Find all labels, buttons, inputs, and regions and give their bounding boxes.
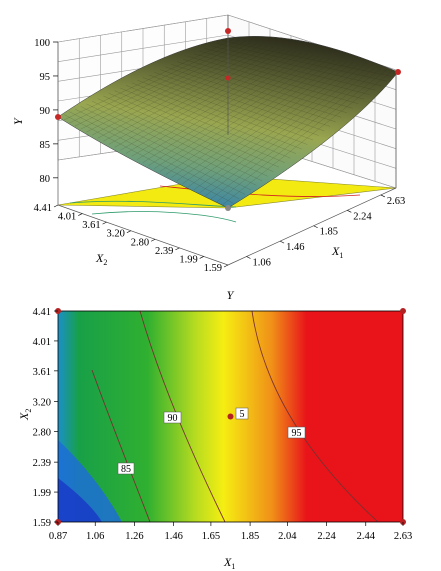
contour-y-tick-label: 4.01 bbox=[33, 337, 51, 348]
x2-tick-label: 1.99 bbox=[179, 254, 197, 265]
x1-tick-label: 1.85 bbox=[320, 227, 338, 238]
contour-x-tick-label: 1.26 bbox=[125, 531, 143, 542]
design-point bbox=[227, 413, 234, 420]
z-axis-ticks: 80 85 90 95 100 bbox=[34, 38, 58, 185]
contour-label-90: 90 bbox=[168, 413, 178, 424]
z-tick-label: 85 bbox=[40, 140, 51, 151]
contour-y-tick-label: 4.41 bbox=[33, 307, 51, 318]
contour-y-tick-label: 3.61 bbox=[33, 367, 51, 378]
contour-y-tick-label: 1.59 bbox=[33, 518, 51, 529]
contour-y-tick-label: 2.39 bbox=[33, 458, 51, 469]
contour-y-tick-label: 3.20 bbox=[33, 398, 51, 409]
contour-x-tick-label: 0.87 bbox=[49, 531, 67, 542]
contour-y-ticks: 4.41 4.01 3.61 3.20 2.80 2.39 1.99 1.59 bbox=[33, 307, 58, 529]
contour-x-tick-label: 2.44 bbox=[357, 531, 376, 542]
x2-axis-ticks: 4.41 4.01 3.61 3.20 2.80 2.39 1.99 1.59 bbox=[34, 203, 229, 274]
contour-label-5: 5 bbox=[240, 409, 245, 420]
x2-tick-label: 1.59 bbox=[204, 263, 222, 274]
design-point bbox=[400, 308, 406, 314]
z-axis-label: Y bbox=[11, 117, 25, 125]
x1-tick-label: 1.46 bbox=[286, 242, 304, 253]
contour-x-tick-label: 2.04 bbox=[278, 531, 297, 542]
x2-tick-label: 3.61 bbox=[82, 220, 100, 231]
contour-labels: 85 90 95 5 bbox=[117, 407, 306, 475]
contour-x-tick-label: 1.06 bbox=[86, 531, 104, 542]
z-tick-label: 95 bbox=[40, 72, 51, 83]
z-tick-label: 80 bbox=[40, 174, 51, 185]
x1-axis-label: X1 bbox=[331, 244, 343, 260]
x2-tick-label: 4.01 bbox=[58, 212, 76, 223]
floor-contours bbox=[69, 185, 361, 223]
design-point bbox=[395, 69, 401, 75]
contour-title: Y bbox=[227, 288, 235, 302]
design-points-3d bbox=[55, 28, 401, 211]
design-point bbox=[225, 75, 231, 81]
contour-label-95: 95 bbox=[292, 428, 302, 439]
contour-x-tick-label: 1.65 bbox=[202, 531, 220, 542]
x2-tick-label: 2.39 bbox=[155, 246, 173, 257]
contour-x-label: X1 bbox=[223, 555, 235, 571]
contour-y-tick-label: 1.99 bbox=[33, 488, 51, 499]
contour-x-ticks: 0.87 1.06 1.26 1.46 1.65 1.85 2.04 2.24 2.44 2.63 bbox=[49, 522, 412, 542]
contour-85 bbox=[91, 369, 151, 522]
x1-tick-label: 1.06 bbox=[252, 258, 270, 269]
contour-x-tick-label: 1.85 bbox=[241, 531, 259, 542]
x2-axis-label: X2 bbox=[95, 251, 107, 267]
contour-y-tick-label: 2.80 bbox=[33, 427, 51, 438]
z-tick-label: 100 bbox=[34, 38, 50, 49]
design-point bbox=[225, 28, 231, 34]
x2-tick-label: 2.80 bbox=[131, 237, 149, 248]
contour-plot: Y 85 90 95 5 0.87 1.06 1.2 bbox=[17, 288, 412, 571]
x1-tick-label: 2.24 bbox=[353, 211, 372, 222]
x1-tick-label: 2.63 bbox=[387, 196, 405, 207]
design-point bbox=[55, 114, 61, 120]
contour-x-tick-label: 2.63 bbox=[394, 531, 412, 542]
contour-frame bbox=[57, 310, 404, 523]
contour-label-85: 85 bbox=[121, 464, 131, 475]
z-tick-label: 90 bbox=[40, 106, 51, 117]
x1-axis-ticks: 1.06 1.46 1.85 2.24 2.63 bbox=[246, 194, 405, 269]
contour-95 bbox=[251, 311, 379, 522]
axis-frame bbox=[57, 15, 397, 266]
contour-x-tick-label: 1.46 bbox=[164, 531, 182, 542]
surface-plot: 80 85 90 95 100 Y 4.41 4.01 3.61 3.20 2.80 2.39 1.… bbox=[11, 14, 405, 274]
x2-tick-label: 3.20 bbox=[106, 229, 124, 240]
contour-x-tick-label: 2.24 bbox=[317, 531, 336, 542]
design-point bbox=[225, 205, 231, 211]
x2-tick-label: 4.41 bbox=[34, 203, 52, 214]
contour-y-label: X2 bbox=[17, 409, 33, 421]
